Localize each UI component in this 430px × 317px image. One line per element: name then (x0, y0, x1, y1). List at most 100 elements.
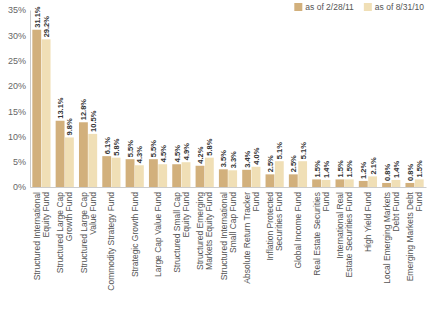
x-tick-label: Structured InternationalEquity Fund (32, 192, 51, 281)
y-tick-label: 5% (13, 157, 26, 167)
bar (275, 161, 284, 187)
bar (158, 164, 167, 187)
data-label: 0.8% (406, 164, 415, 181)
bar (102, 156, 111, 187)
data-label: 1.5% (415, 160, 424, 177)
y-tick-label: 15% (8, 107, 26, 117)
y-tick: 15% (8, 107, 30, 117)
x-tick-label: Inflation ProtectedSecurities Fund (265, 192, 284, 261)
x-tick-label: Structured EmergingMarkets Equity Fund (195, 192, 214, 270)
x-tick: Structured Small CapEquity Fund (172, 187, 191, 273)
y-tick: 35% (8, 5, 30, 15)
data-label: 5.5% (149, 140, 158, 157)
bar (32, 30, 41, 187)
legend-item: as of 8/31/10 (364, 2, 424, 12)
x-tick: Structured Large CapValue Fund (79, 187, 98, 273)
data-label: 1.5% (345, 160, 354, 177)
bar (112, 158, 121, 187)
x-tick: Global Income Fund (293, 187, 303, 269)
y-axis-line (30, 11, 31, 188)
legend-label: as of 2/28/11 (305, 2, 354, 12)
x-tick: Commodity Strategy Fund (106, 187, 116, 291)
data-label: 5.1% (299, 142, 308, 159)
bar (196, 166, 205, 187)
bar (42, 39, 51, 187)
y-tick: 25% (8, 56, 30, 66)
y-tick: 0% (13, 182, 30, 192)
legend-swatch (364, 3, 372, 11)
x-tick-label: Absolute Return TrackerFund (242, 192, 261, 284)
data-label: 9.8% (65, 118, 74, 135)
data-label: 4.9% (182, 143, 191, 160)
x-tick: High Yield Fund (363, 187, 373, 252)
bar (205, 158, 214, 187)
bars (32, 30, 423, 187)
bar (172, 164, 181, 187)
data-label: 5.8% (205, 138, 214, 155)
y-axis: 0% 5% 10% 15% 20% 25% 30% 35% (8, 5, 31, 192)
x-axis: Structured InternationalEquity FundStruc… (31, 187, 427, 291)
bar (79, 122, 88, 187)
y-tick-label: 10% (8, 132, 26, 142)
x-tick-label: Local Emerging MarketsDebt Fund (382, 192, 401, 284)
data-label: 4.2% (196, 146, 205, 163)
data-label: 31.1% (33, 6, 42, 28)
y-tick-label: 30% (8, 31, 26, 41)
data-label: 2.5% (266, 155, 275, 172)
bar (391, 180, 400, 187)
data-label: 1.5% (313, 160, 322, 177)
data-label: 1.5% (336, 160, 345, 177)
bar (126, 159, 135, 187)
data-label: 3.3% (229, 151, 238, 168)
bar (382, 183, 391, 187)
x-tick: Structured Large CapGrowth Fund (55, 187, 74, 273)
x-tick-label: Large Cap Value Fund (153, 192, 163, 277)
plot: 0% 5% 10% 15% 20% 25% 30% 35% Structured Interna… (8, 5, 427, 290)
x-tick-label: Structured Large CapGrowth Fund (55, 192, 74, 274)
x-tick-label: High Yield Fund (363, 192, 373, 252)
data-label: 5.1% (275, 142, 284, 159)
bar (359, 181, 368, 187)
bar (336, 179, 345, 187)
data-label: 5.5% (126, 140, 135, 157)
x-tick-label: Structured Small CapEquity Fund (172, 192, 191, 273)
bar (312, 179, 321, 187)
bar (56, 121, 65, 187)
bar (345, 179, 354, 187)
x-tick: International RealEstate Securities Fund (335, 187, 354, 278)
x-tick: Structured EmergingMarkets Equity Fund (195, 187, 214, 270)
data-label: 4.5% (173, 145, 182, 162)
bar (298, 161, 307, 187)
y-tick-label: 20% (8, 81, 26, 91)
bar (242, 170, 251, 187)
bar (149, 159, 158, 187)
bar (368, 176, 377, 187)
x-tick-label: Global Income Fund (293, 192, 303, 269)
data-label: 4.5% (159, 145, 168, 162)
x-tick-label: Structured Large CapValue Fund (79, 192, 98, 274)
y-tick: 5% (13, 157, 30, 167)
data-label: 1.2% (359, 162, 368, 179)
data-label: 29.2% (42, 16, 51, 38)
data-label: 4.3% (135, 146, 144, 163)
data-label: 12.8% (79, 99, 88, 121)
chart: 0% 5% 10% 15% 20% 25% 30% 35% Structured Interna… (0, 0, 430, 317)
data-labels: 31.1%13.1%12.8%6.1%5.5%5.5%4.5%4.2%3.5%3… (33, 6, 424, 181)
bar (182, 162, 191, 187)
x-tick-label: Real Estate SecuritiesFund (312, 192, 331, 276)
x-tick: Real Estate SecuritiesFund (312, 187, 331, 276)
bar (65, 137, 74, 187)
x-tick-label: Strategic Growth Fund (130, 192, 140, 277)
data-label: 6.1% (103, 137, 112, 154)
y-tick: 20% (8, 81, 30, 91)
bar (252, 167, 261, 187)
data-label: 1.4% (392, 160, 401, 177)
x-tick: Structured InternationalEquity Fund (32, 187, 51, 280)
bar (266, 174, 275, 187)
legend: as of 2/28/11 as of 8/31/10 (294, 2, 424, 12)
data-label: 10.5% (89, 110, 98, 132)
data-label: 3.5% (219, 150, 228, 167)
bar (135, 165, 144, 187)
data-label: 5.8% (112, 138, 121, 155)
x-tick: Local Emerging MarketsDebt Fund (382, 187, 401, 284)
